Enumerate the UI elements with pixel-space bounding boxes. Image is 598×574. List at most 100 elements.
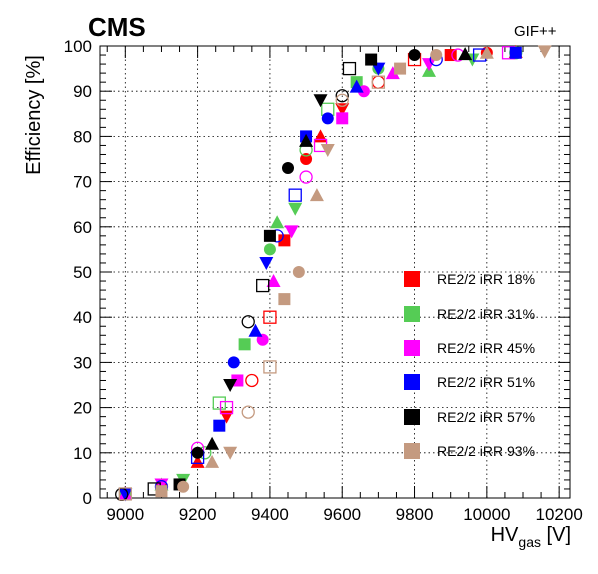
- x-tick-label: 9000: [106, 505, 144, 524]
- y-tick-label: 50: [73, 263, 92, 282]
- legend-label: RE2/2 iRR 93%: [437, 443, 536, 460]
- data-point: [238, 338, 251, 351]
- data-point: [245, 373, 259, 388]
- data-point: [118, 488, 133, 502]
- data-point: [458, 47, 473, 61]
- legend-marker: [404, 443, 420, 460]
- x-tick-label: 9400: [251, 505, 289, 524]
- y-tick-label: 80: [73, 127, 92, 146]
- data-point: [219, 400, 234, 415]
- data-point: [263, 360, 277, 374]
- legend-marker: [404, 339, 420, 356]
- legend-marker: [404, 305, 420, 322]
- data-point: [321, 112, 334, 125]
- data-point: [313, 129, 328, 143]
- y-tick-label: 60: [73, 218, 92, 237]
- x-tick-label: 9200: [179, 505, 217, 524]
- data-point: [385, 66, 400, 80]
- legend-label: RE2/2 iRR 51%: [437, 374, 536, 391]
- legend-entry: RE2/2 iRR 51%: [398, 365, 588, 399]
- legend-marker: [404, 374, 420, 391]
- legend-entry: RE2/2 iRR 31%: [398, 296, 588, 330]
- x-tick-label: 10000: [463, 505, 510, 524]
- data-point: [292, 266, 305, 278]
- legend-marker: [404, 408, 420, 425]
- legend-label: RE2/2 iRR 18%: [437, 271, 536, 288]
- legend-label: RE2/2 iRR 31%: [437, 305, 536, 322]
- data-point: [422, 58, 436, 72]
- data-point: [278, 293, 291, 306]
- data-point: [444, 49, 457, 62]
- x-axis-title: HVgas [V]: [491, 524, 571, 550]
- x-tick-label: 9800: [396, 505, 434, 524]
- data-point: [259, 256, 274, 270]
- data-point: [282, 162, 294, 175]
- data-point: [335, 89, 349, 103]
- data-point: [263, 243, 276, 256]
- y-tick-label: 100: [64, 37, 92, 56]
- data-point: [394, 62, 407, 75]
- y-tick-label: 10: [73, 444, 92, 463]
- data-point: [309, 188, 324, 202]
- legend: RE2/2 iRR 18% RE2/2 iRR 31% RE2/2 iRR 45…: [398, 262, 588, 468]
- legend-label: RE2/2 iRR 57%: [437, 408, 536, 425]
- data-point: [537, 45, 552, 59]
- data-point: [223, 446, 238, 460]
- data-point: [299, 133, 314, 147]
- data-point: [313, 94, 328, 108]
- data-point: [349, 79, 364, 93]
- data-point: [371, 75, 386, 89]
- data-point: [430, 49, 443, 62]
- data-point: [270, 215, 285, 229]
- x-axis-title-sub: gas: [518, 534, 541, 550]
- data-point: [509, 46, 522, 59]
- data-point: [190, 454, 205, 468]
- data-point: [256, 333, 269, 346]
- data-point: [241, 405, 255, 419]
- data-point: [241, 315, 255, 329]
- data-point: [213, 419, 226, 432]
- y-axis-title: Efficiency [%]: [23, 55, 45, 175]
- legend-marker: [404, 271, 420, 288]
- data-point: [336, 112, 349, 125]
- data-point: [263, 229, 276, 242]
- data-point: [335, 103, 350, 117]
- experiment-label: CMS: [88, 12, 146, 42]
- x-axis-title-main: HV: [490, 524, 519, 546]
- legend-label: RE2/2 iRR 45%: [437, 339, 536, 356]
- legend-entry: RE2/2 iRR 18%: [398, 262, 588, 296]
- data-point: [205, 454, 220, 468]
- data-point: [205, 436, 220, 450]
- x-tick-label: 9600: [323, 505, 361, 524]
- data-point: [299, 170, 313, 184]
- data-point: [479, 45, 494, 59]
- data-point: [288, 202, 303, 216]
- data-point: [288, 188, 302, 202]
- legend-entry: RE2/2 iRR 45%: [398, 331, 588, 365]
- data-point: [227, 356, 240, 369]
- data-point: [256, 278, 270, 293]
- data-point: [191, 446, 204, 459]
- data-point: [342, 61, 357, 76]
- y-tick-label: 40: [73, 308, 92, 327]
- data-point: [278, 234, 291, 247]
- legend-entry: RE2/2 iRR 57%: [398, 400, 588, 434]
- data-point: [223, 379, 238, 392]
- y-tick-label: 70: [73, 173, 92, 192]
- data-point: [284, 225, 299, 239]
- y-tick-label: 20: [73, 399, 92, 418]
- data-point: [248, 323, 263, 337]
- x-tick-label: 10200: [536, 505, 583, 524]
- data-point: [118, 487, 132, 501]
- y-tick-label: 0: [83, 489, 92, 508]
- data-point: [300, 153, 313, 165]
- y-tick-label: 90: [73, 82, 92, 101]
- data-point: [365, 53, 378, 66]
- data-point: [266, 274, 281, 288]
- x-axis-title-unit: [V]: [540, 524, 571, 546]
- data-point: [335, 93, 349, 107]
- data-point: [263, 310, 277, 324]
- data-point: [320, 143, 335, 157]
